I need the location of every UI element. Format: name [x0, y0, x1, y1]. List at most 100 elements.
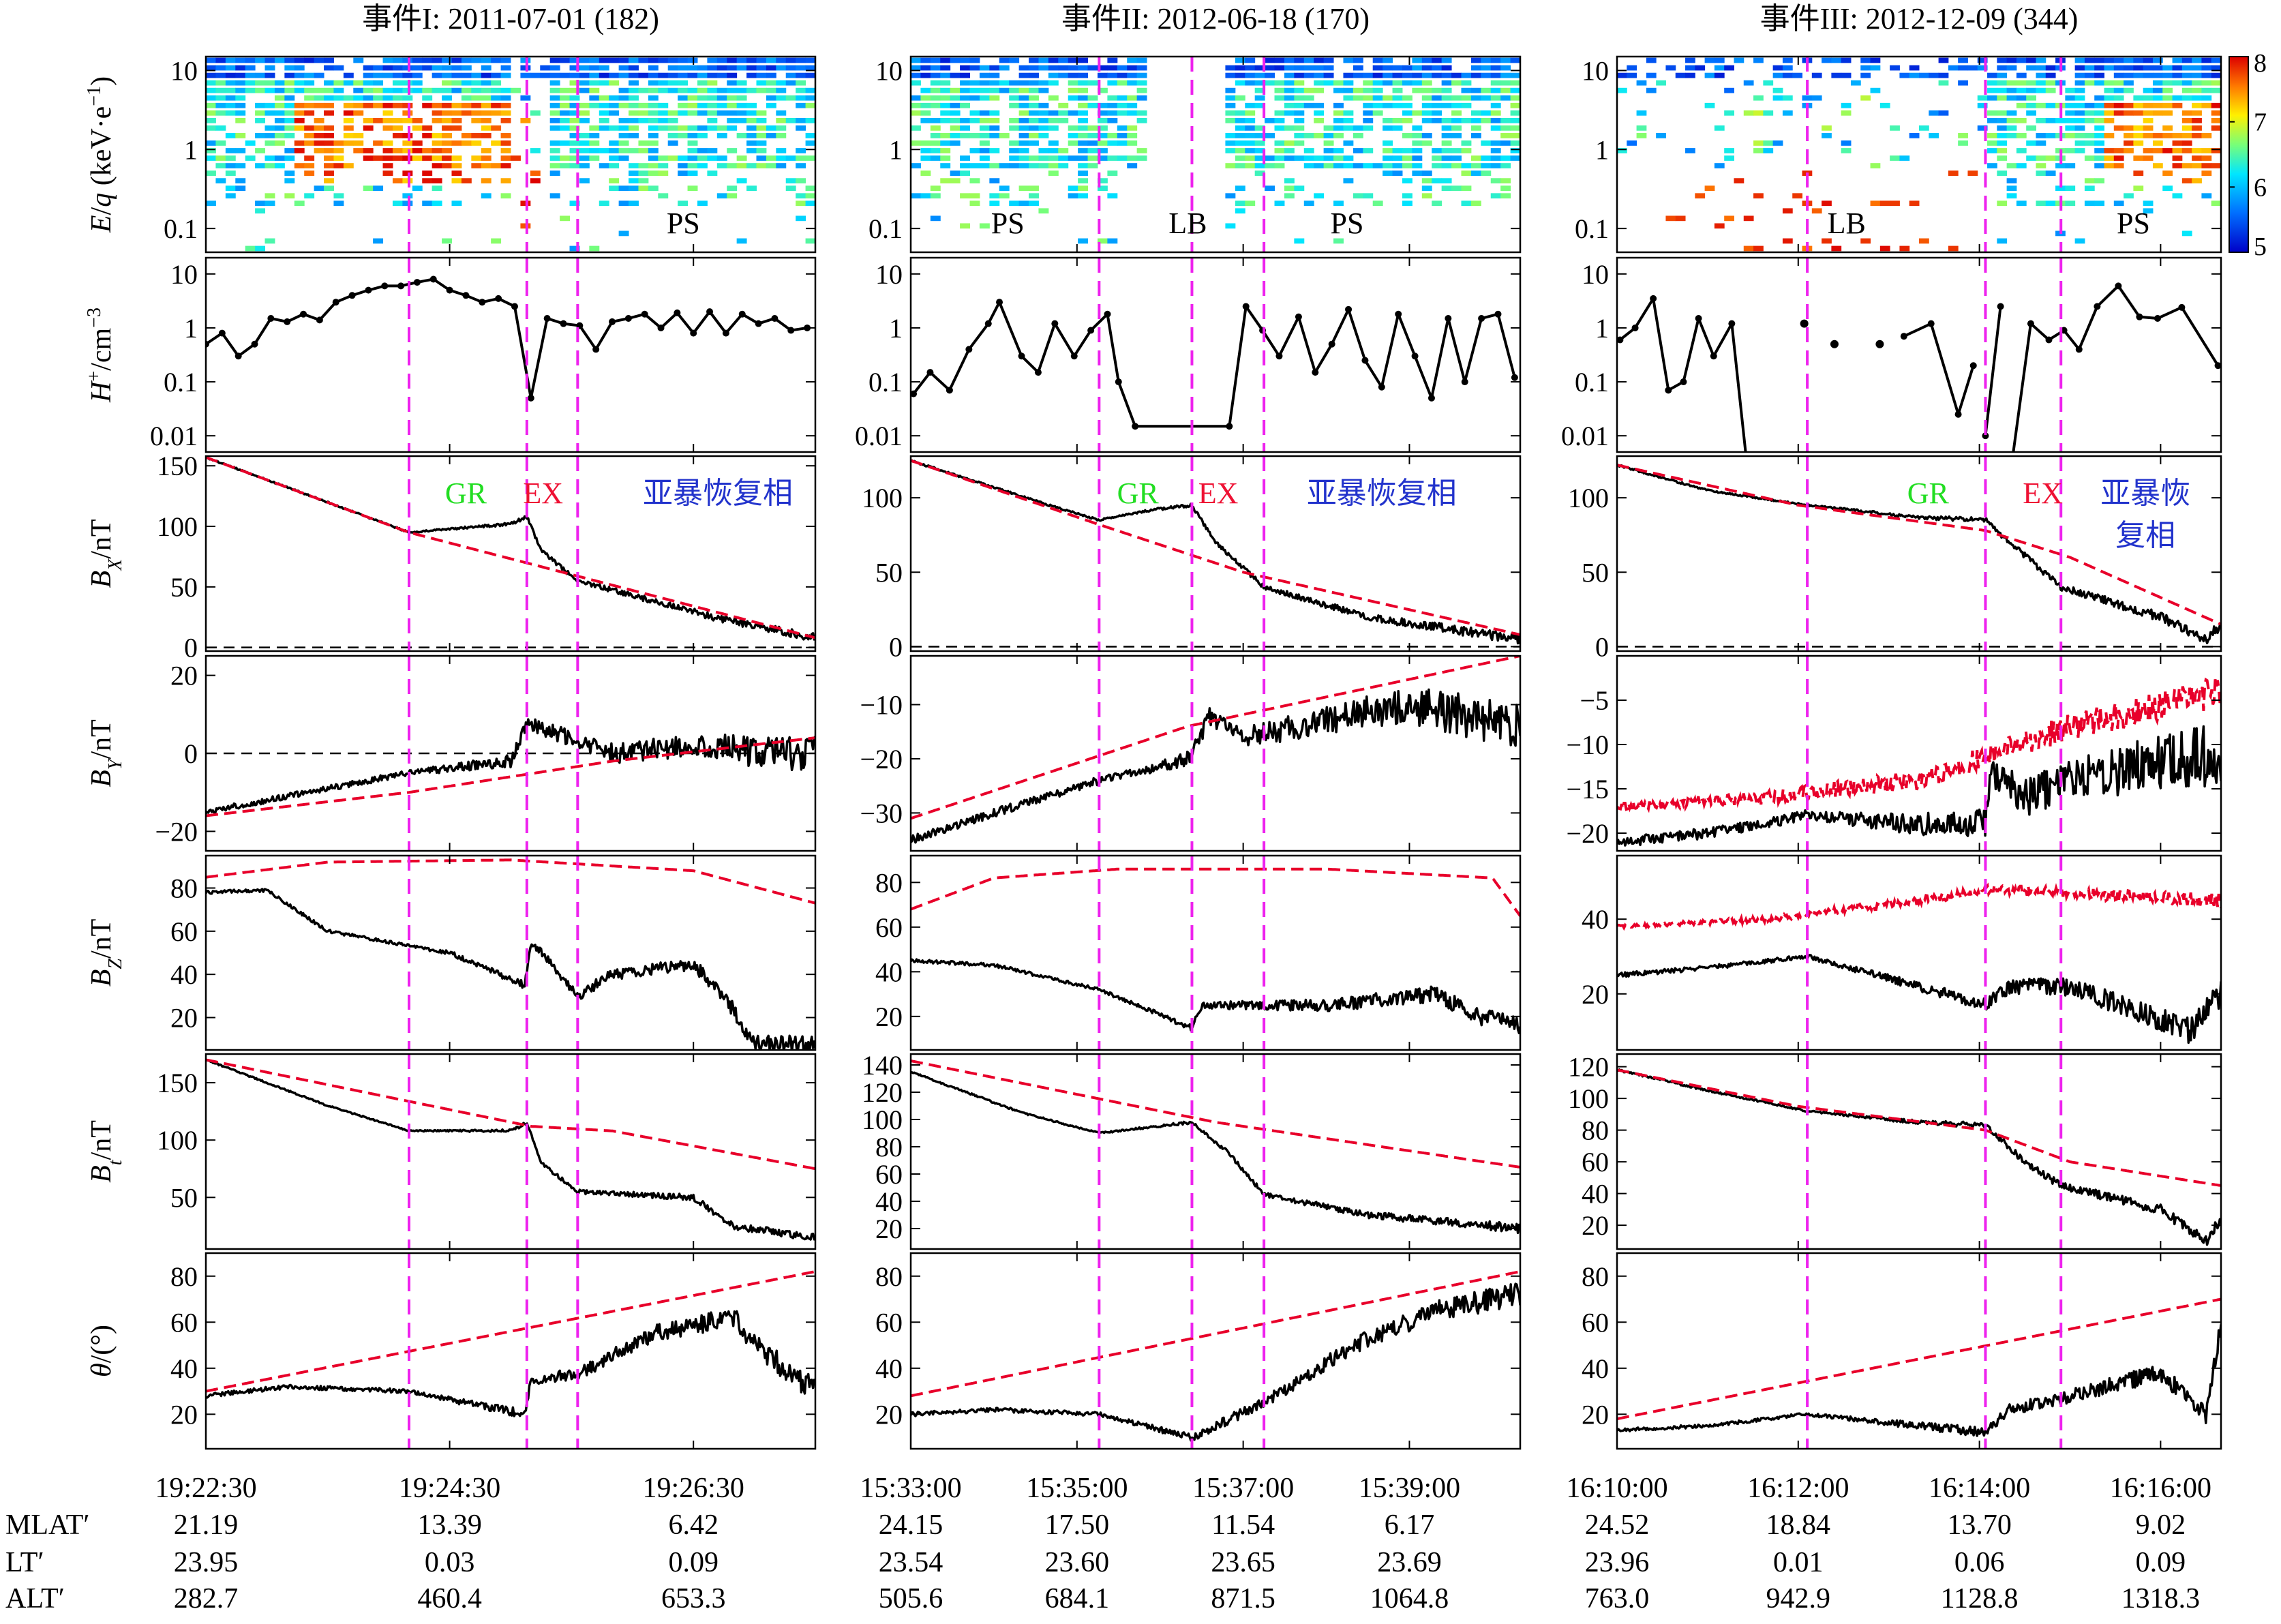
- spectrogram-cell: [1136, 65, 1147, 71]
- spectrogram-cell: [333, 140, 344, 146]
- spectrogram-cell: [569, 110, 580, 116]
- spectrogram-cell: [2133, 125, 2144, 131]
- spectrogram-cell: [1510, 148, 1520, 153]
- spectrogram-cell: [599, 65, 609, 71]
- spectrogram-cell: [1009, 102, 1020, 108]
- spectrogram-cell: [950, 87, 961, 93]
- spectrogram-cell: [930, 148, 941, 153]
- spectrogram-cell: [1421, 185, 1432, 192]
- spectrogram-cell: [2094, 148, 2105, 153]
- spectrogram-cell: [2143, 102, 2154, 108]
- spectrogram-cell: [1333, 80, 1344, 86]
- spectrogram-cell: [225, 155, 236, 161]
- spectrogram-cell: [294, 117, 305, 123]
- spectrogram-cell: [1254, 148, 1265, 153]
- spectrogram-cell: [629, 178, 639, 183]
- spectrogram-cell: [392, 133, 403, 138]
- spectrogram-cell: [1412, 65, 1423, 71]
- spectrogram-cell: [333, 87, 344, 93]
- spectrogram-cell: [471, 72, 482, 78]
- spectrogram-cell: [1029, 72, 1039, 78]
- spectrogram-cell: [1402, 178, 1413, 183]
- spectrogram-cell: [500, 65, 511, 71]
- panel-frame: [909, 256, 1522, 453]
- spectrogram-cell: [451, 80, 462, 86]
- spectrogram-cell: [363, 80, 374, 86]
- spectrogram-cell: [481, 163, 492, 168]
- spectrogram-cell: [1078, 57, 1089, 63]
- spectrogram-cell: [1432, 148, 1442, 153]
- spectrogram-cell: [687, 163, 698, 168]
- density-point: [674, 309, 681, 316]
- spectrogram-cell: [1441, 117, 1452, 123]
- spectrogram-cell: [1265, 57, 1275, 63]
- spectrogram-cell: [1451, 133, 1462, 138]
- spectrogram-cell: [609, 80, 620, 86]
- spectrogram-cell: [1127, 57, 1138, 63]
- time-tick-label: 19:26:30: [643, 1473, 744, 1504]
- spectrogram-cell: [549, 65, 560, 71]
- spectrogram-cell: [1097, 117, 1108, 123]
- spectrogram-cell: [589, 95, 600, 101]
- spectrogram-cell: [1018, 185, 1029, 192]
- spectrogram-cell: [599, 80, 609, 86]
- spectrogram-cell: [1225, 163, 1236, 168]
- y-axis-label-th: θ/(°): [86, 1325, 117, 1377]
- spectrogram-cell: [756, 80, 767, 86]
- spectrogram-cell: [2074, 95, 2085, 101]
- spectrogram-cell: [1018, 80, 1029, 86]
- spectrogram-cell: [382, 72, 393, 78]
- spectrogram-cell: [1314, 72, 1325, 78]
- spectrogram-cell: [805, 193, 815, 199]
- spectrogram-cell: [796, 215, 806, 222]
- spectrogram-cell: [1432, 110, 1442, 116]
- spectrogram-cell: [1987, 80, 1997, 86]
- spectrogram-cell: [1481, 57, 1492, 63]
- spectrogram-cell: [520, 72, 531, 78]
- spectrogram-cell: [392, 87, 403, 93]
- spectrogram-cell: [785, 155, 796, 161]
- spectrogram-cell: [979, 148, 990, 153]
- y-tick-label: 20: [875, 1002, 903, 1032]
- spectrogram-cell: [314, 87, 324, 93]
- spectrogram-cell: [1294, 65, 1305, 71]
- spectrogram-cell: [1500, 65, 1511, 71]
- y-tick-label: 20: [1582, 979, 1609, 1010]
- spectrogram-cell: [1714, 163, 1725, 168]
- spectrogram-cell: [2124, 65, 2134, 71]
- spectrogram-cell: [1987, 148, 1997, 153]
- spectrogram-cell: [716, 125, 727, 131]
- spectrogram-cell: [969, 200, 980, 207]
- spectrogram-cell: [707, 95, 718, 101]
- spectrogram-cell: [727, 65, 738, 71]
- spectrogram-cell: [1481, 65, 1492, 71]
- spectrogram-cell: [1343, 155, 1354, 161]
- spectrogram-cell: [2045, 200, 2056, 207]
- spectrogram-cell: [1500, 133, 1511, 138]
- spectrogram-cell: [2006, 185, 2017, 192]
- spectrogram-cell: [2074, 110, 2085, 116]
- spectrogram-cell: [422, 57, 433, 63]
- spectrogram-cell: [1353, 57, 1363, 63]
- spectrogram-cell: [629, 148, 639, 153]
- alt-value: 1318.3: [2121, 1583, 2201, 1614]
- spectrogram-cell: [716, 133, 727, 138]
- spectrogram-cell: [618, 200, 629, 207]
- phase-label: EX: [1198, 477, 1239, 510]
- spectrogram-cell: [618, 125, 629, 131]
- spectrogram-cell: [1490, 57, 1501, 63]
- spectrogram-cell: [766, 163, 776, 168]
- spectrogram-cell: [796, 80, 806, 86]
- spectrogram-cell: [215, 87, 226, 93]
- spectrogram-cell: [1314, 87, 1325, 93]
- spectrogram-cell: [1303, 200, 1314, 207]
- spectrogram-cell: [940, 102, 951, 108]
- spectrogram-cell: [363, 125, 374, 131]
- spectrogram-cell: [707, 110, 718, 116]
- y-tick-label: 100: [1568, 483, 1609, 513]
- density-segment: [1730, 323, 1747, 452]
- spectrogram-cell: [796, 87, 806, 93]
- density-point: [413, 279, 421, 286]
- spectrogram-cell: [530, 178, 541, 183]
- spectrogram-cell: [2006, 87, 2017, 93]
